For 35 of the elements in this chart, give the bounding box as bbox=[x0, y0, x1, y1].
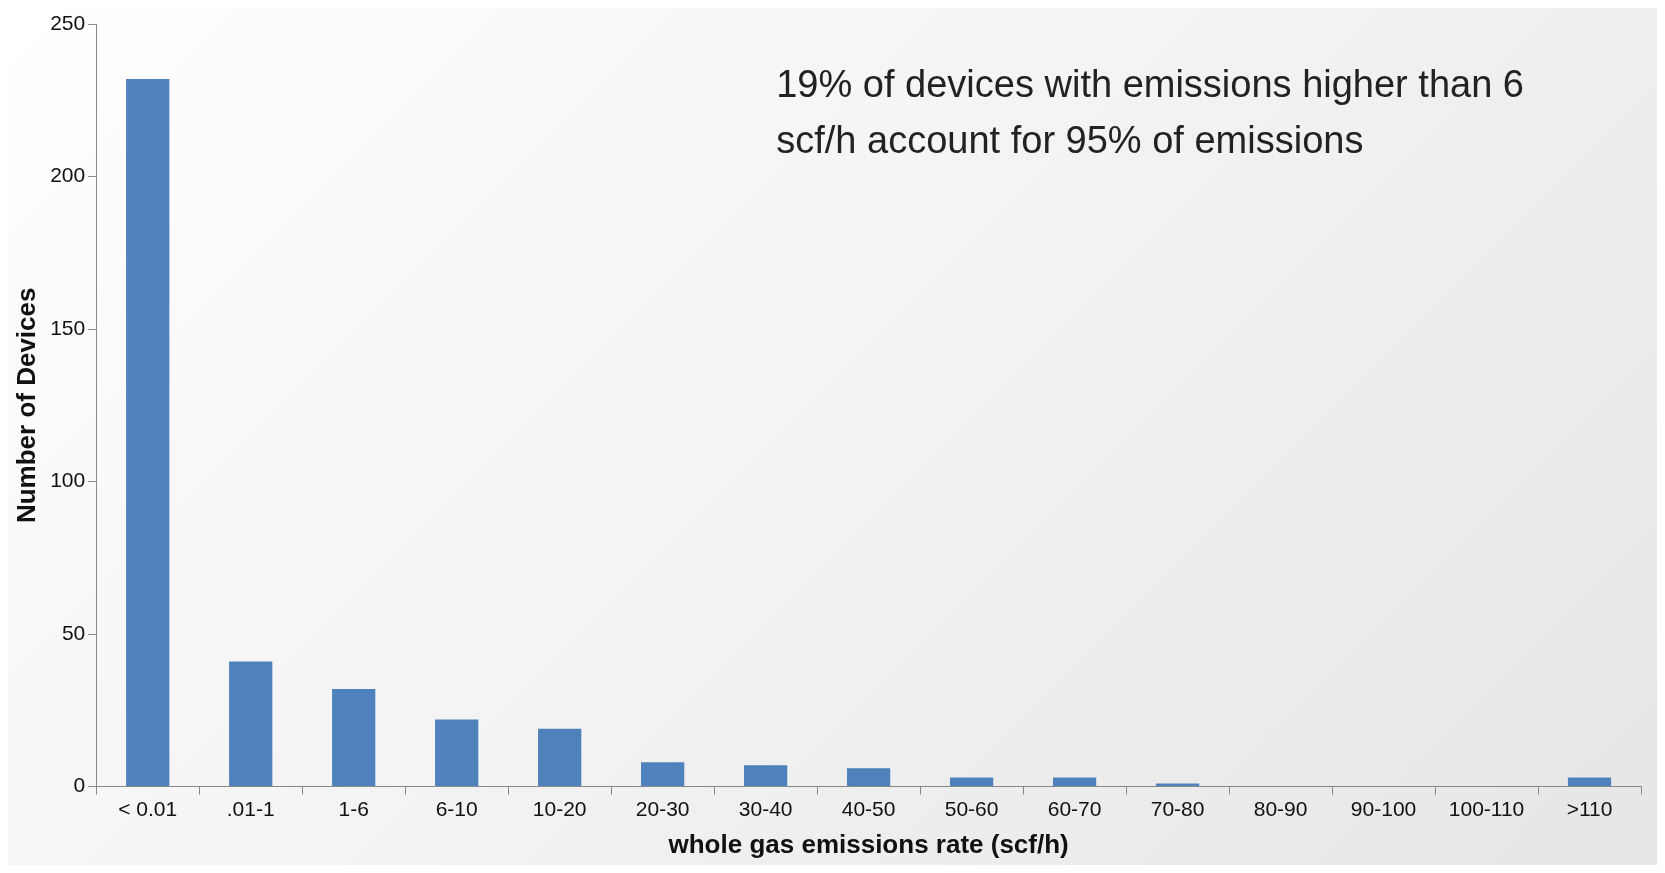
x-tick-label: 6-10 bbox=[435, 797, 478, 820]
x-tick-label: 50-60 bbox=[944, 797, 999, 820]
bar bbox=[435, 719, 479, 787]
bar bbox=[1567, 777, 1612, 787]
bar bbox=[538, 728, 582, 787]
y-tick-label: 100 bbox=[50, 468, 86, 492]
x-tick-label: 40-50 bbox=[841, 797, 896, 820]
x-tick-label: 70-80 bbox=[1150, 797, 1205, 820]
x-tick-label: 20-30 bbox=[635, 797, 690, 820]
y-tick-label: 200 bbox=[50, 163, 86, 187]
x-tick-label: 100-110 bbox=[1448, 797, 1525, 820]
x-axis-title: whole gas emissions rate (scf/h) bbox=[667, 828, 1069, 859]
bar bbox=[846, 768, 891, 787]
y-tick-label: 250 bbox=[50, 10, 86, 34]
x-tick-label: 80-90 bbox=[1253, 797, 1308, 820]
x-tick-label: 30-40 bbox=[738, 797, 793, 820]
x-tick-label: 1-6 bbox=[338, 797, 369, 820]
x-tick-label: 10-20 bbox=[532, 797, 587, 820]
y-tick-label: 50 bbox=[61, 620, 86, 644]
bar bbox=[1052, 777, 1097, 787]
bar bbox=[641, 762, 685, 787]
bar bbox=[229, 661, 273, 787]
y-axis-title: Number of Devices bbox=[10, 287, 41, 524]
x-tick-label: 60-70 bbox=[1047, 797, 1102, 820]
x-tick-label: 90-100 bbox=[1350, 797, 1417, 820]
bar bbox=[126, 78, 170, 787]
bar bbox=[744, 765, 788, 787]
x-tick-label: .01-1 bbox=[226, 797, 275, 820]
y-tick-label: 150 bbox=[50, 315, 86, 339]
x-tick-label: >110 bbox=[1566, 797, 1613, 820]
bar bbox=[332, 688, 376, 787]
bar bbox=[949, 777, 994, 787]
annotation: 19% of devices with emissions higher than 6 scf/h account for 95% of emissions bbox=[776, 63, 1524, 162]
y-tick-label: 0 bbox=[73, 773, 86, 797]
x-tick-label: < 0.01 bbox=[118, 797, 178, 820]
